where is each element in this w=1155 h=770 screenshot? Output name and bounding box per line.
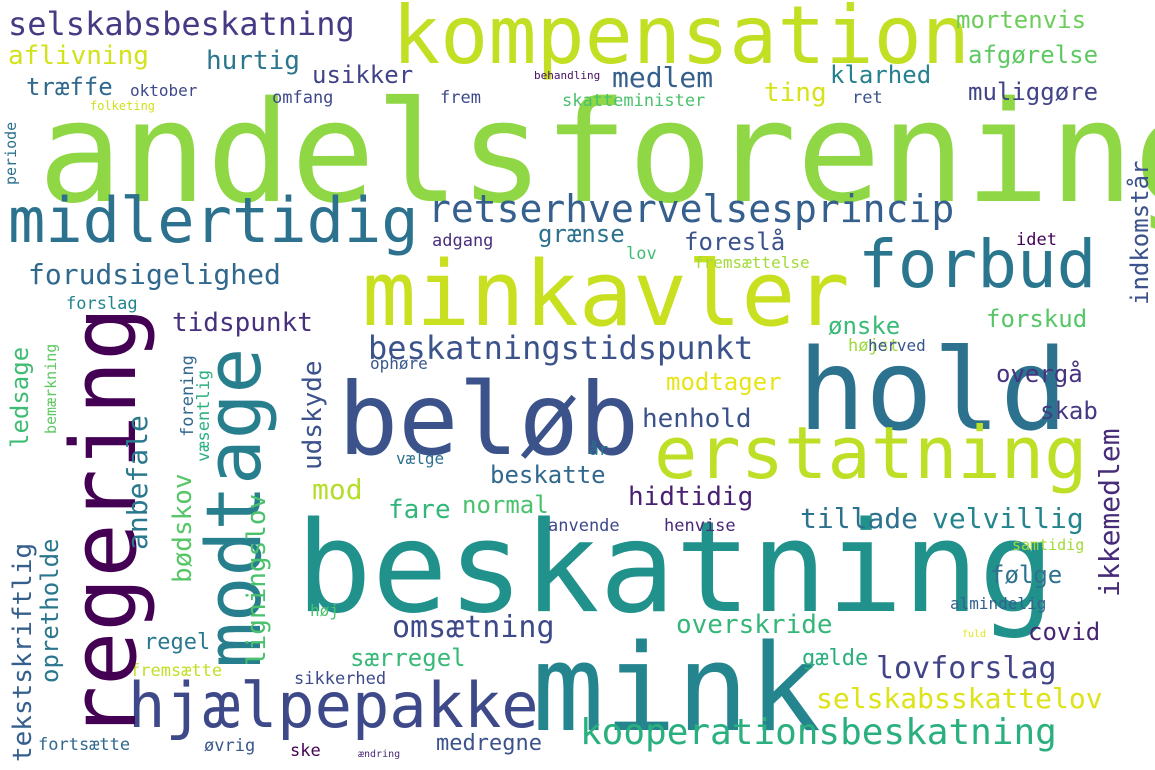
word-forbud: forbud: [858, 226, 1097, 303]
word-mod: mod: [312, 473, 363, 506]
word-muliggøre: muliggøre: [968, 78, 1099, 106]
word-særregel: særregel: [350, 644, 466, 672]
word-periode: periode: [2, 121, 20, 185]
word-idet: idet: [1016, 230, 1057, 250]
word-skab: skab: [1040, 397, 1098, 425]
word-normal: normal: [462, 491, 549, 519]
word-mink: mink: [532, 620, 821, 759]
word-fremsætte: fremsætte: [130, 661, 223, 681]
word-hjælpepakke: hjælpepakke: [128, 669, 539, 742]
word-aflivning: aflivning: [8, 41, 149, 71]
word-hurtig: hurtig: [206, 46, 300, 76]
word-sikkerhed: sikkerhed: [294, 669, 387, 689]
word-ønske: ønske: [828, 312, 901, 340]
word-forslag: forslag: [66, 294, 138, 314]
word-hold: hold: [798, 326, 1068, 456]
word-regel: regel: [144, 630, 211, 655]
word-skatteminister: skatteminister: [562, 91, 706, 111]
word-beløb: beløb: [338, 361, 640, 478]
word-forudsigelighed: forudsigelighed: [28, 258, 281, 291]
word-almindelig: almindelig: [950, 594, 1047, 613]
word-ledsage: ledsage: [6, 346, 34, 448]
word-hidtidig: hidtidig: [628, 482, 754, 512]
word-væsentlig: væsentlig: [194, 369, 214, 462]
word-henvise: henvise: [664, 516, 736, 536]
word-andelsforening: andelsforening: [38, 72, 1155, 235]
word-forskud: forskud: [986, 305, 1088, 333]
word-fortsætte: fortsætte: [38, 735, 131, 755]
word-bødskov: bødskov: [168, 473, 198, 583]
word-klarhed: klarhed: [830, 61, 932, 89]
word-erstatning: erstatning: [654, 411, 1088, 495]
word-omfang: omfang: [272, 88, 334, 108]
word-selskabsbeskatning: selskabsbeskatning: [8, 5, 355, 43]
word-gælde: gælde: [802, 646, 869, 671]
word-herved: herved: [868, 336, 926, 355]
word-medlem: medlem: [612, 61, 714, 94]
word-beskatningstidspunkt: beskatningstidspunkt: [368, 329, 754, 367]
word-fuld: fuld: [962, 629, 987, 640]
word-covid: covid: [1028, 618, 1101, 646]
word-følge: følge: [990, 561, 1063, 589]
word-ikkemedlem: ikkemedlem: [1093, 428, 1126, 597]
word-afgørelse: afgørelse: [968, 41, 1099, 69]
word-vælge: vælge: [396, 449, 445, 468]
word-oktober: oktober: [130, 81, 198, 100]
word-behandling: behandling: [534, 69, 601, 82]
word-midlertidig: midlertidig: [8, 184, 419, 257]
word-folketing: folketing: [90, 99, 156, 113]
word-fare: fare: [388, 495, 451, 525]
word-adgang: adgang: [432, 231, 494, 251]
word-høj: høj: [310, 601, 339, 620]
word-ændring: ændring: [358, 749, 401, 760]
word-tekstskriftlig: tekstskriftlig: [8, 542, 38, 762]
word-modtager: modtager: [666, 368, 782, 396]
word-retserhvervelsesprincip: retserhvervelsesprincip: [428, 187, 955, 231]
word-frem: frem: [440, 88, 481, 108]
word-lov: lov: [626, 244, 657, 264]
word-ret: ret: [852, 88, 883, 108]
word-velvillig: velvillig: [932, 502, 1084, 535]
word-overskride: overskride: [676, 610, 833, 640]
word-selskabsskattelov: selskabsskattelov: [816, 682, 1103, 715]
word-grænse: grænse: [538, 220, 625, 248]
word-fremsættelse: fremsættelse: [694, 253, 810, 272]
word-samtidig: samtidig: [1012, 536, 1085, 554]
word-beskatte: beskatte: [490, 461, 606, 489]
word-beskatning: beskatning: [296, 494, 1055, 641]
word-overgå: overgå: [996, 360, 1083, 388]
word-ting: ting: [764, 78, 827, 108]
word-minkavler: minkavler: [362, 242, 850, 347]
word-henhold: henhold: [642, 404, 752, 434]
word-øvrig: øvrig: [204, 736, 256, 756]
word-ligningslov: ligningslov: [242, 493, 272, 666]
word-bemærkning: bemærkning: [42, 343, 60, 434]
word-usikker: usikker: [312, 61, 414, 89]
word-kompensation: kompensation: [392, 0, 970, 82]
word-foreslå: foreslå: [684, 228, 786, 256]
word-anvende: anvende: [548, 516, 620, 536]
word-lovforslag: lovforslag: [876, 651, 1057, 686]
word-omsætning: omsætning: [392, 610, 555, 645]
word-tillade: tillade: [800, 502, 919, 535]
word-ske: ske: [290, 741, 321, 761]
word-tidspunkt: tidspunkt: [172, 308, 313, 338]
word-kooperationsbeskatning: kooperationsbeskatning: [580, 712, 1057, 753]
word-udskyde: udskyde: [298, 360, 328, 470]
word-medregne: medregne: [436, 731, 542, 756]
word-opretholde: opretholde: [36, 538, 64, 684]
word-mortenvis: mortenvis: [956, 6, 1087, 34]
word-ophøre: ophøre: [370, 354, 428, 373]
word-indkomstår: indkomstår: [1126, 160, 1154, 306]
word-anbefale: anbefale: [121, 415, 154, 550]
word-træffe: træffe: [26, 73, 113, 101]
word-højst: højst: [848, 336, 900, 356]
word-år: år: [589, 440, 609, 459]
